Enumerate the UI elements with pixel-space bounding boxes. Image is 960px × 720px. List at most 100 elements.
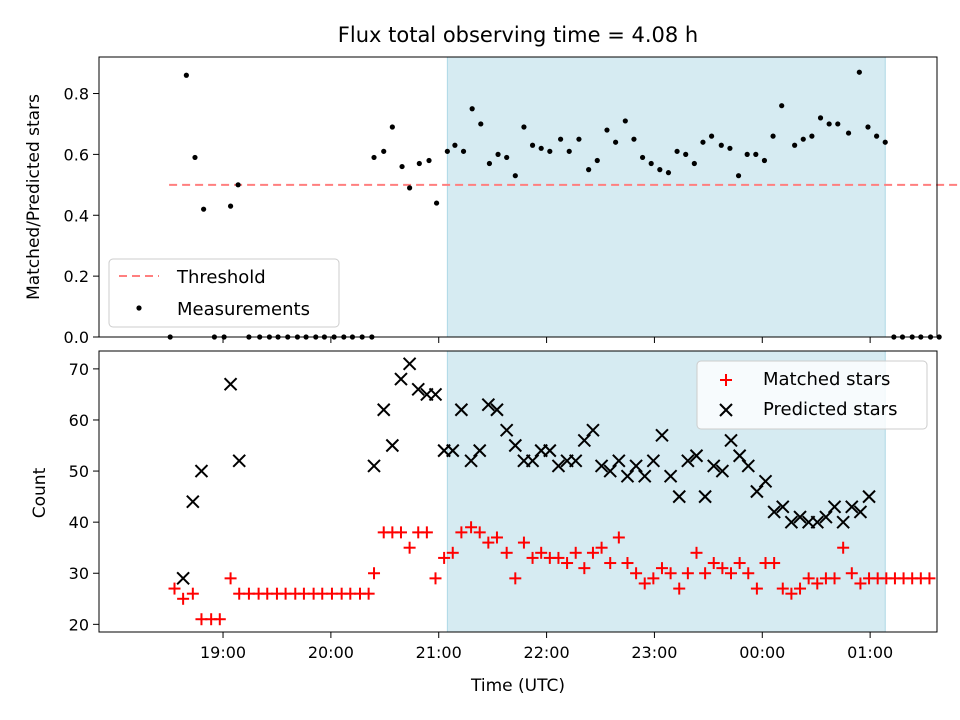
measurement-point (845, 130, 852, 136)
measurement-point (936, 334, 942, 340)
legend-predicted-label: Predicted stars (763, 399, 897, 420)
y-count-tick-label: 70 (69, 360, 89, 379)
predicted-star-point (525, 454, 540, 468)
x-tick-label: 01:00 (847, 643, 893, 662)
measurement-point (529, 142, 536, 148)
legend-matched-swatch (720, 374, 732, 386)
predicted-star-point (663, 469, 678, 483)
predicted-star-point (715, 464, 730, 478)
matched-star-point (742, 567, 755, 580)
predicted-star-point (473, 443, 487, 458)
matched-star-point (725, 567, 738, 580)
predicted-star-point (377, 403, 391, 417)
measurement-point (576, 136, 582, 142)
measurement-point (809, 133, 815, 139)
predicted-star-point (672, 489, 686, 504)
y-count-tick-label: 20 (69, 615, 89, 634)
matched-star-point (535, 546, 548, 559)
measurement-point (478, 121, 484, 127)
predicted-star-point (689, 449, 704, 463)
predicted-star-point (454, 403, 469, 417)
predicted-star-point (793, 510, 807, 524)
predicted-star-point (827, 500, 842, 514)
measurement-point (613, 139, 619, 145)
predicted-star-point (464, 454, 478, 468)
matched-star-point (794, 582, 807, 595)
matched-star-point (690, 546, 703, 559)
bottom-plot-frame (98, 350, 938, 633)
ratio-panel: 0.0 0.2 0.4 0.6 0.8 Flux total observing tim… (24, 23, 960, 347)
matched-star-point (681, 567, 694, 580)
y-count-tick-label: 60 (69, 411, 89, 430)
predicted-star-point (385, 438, 400, 453)
measurement-point (586, 167, 592, 173)
predicted-star-point (819, 510, 833, 524)
predicted-star-point (767, 505, 781, 519)
predicted-star-point (620, 469, 635, 483)
matched-star-point (750, 582, 763, 595)
measurement-point (648, 160, 654, 167)
legend-measurements-swatch (136, 305, 142, 311)
measurement-point (826, 121, 832, 127)
predicted-star-point (551, 459, 566, 473)
measurement-point (504, 154, 510, 161)
predicted-star-point (394, 372, 408, 386)
measurement-point (416, 160, 422, 167)
predicted-star-point (776, 500, 790, 514)
matched-star-point (768, 557, 781, 570)
measurement-point (691, 160, 697, 167)
measurement-point (426, 157, 432, 164)
chart-title: Flux total observing time = 4.08 h (338, 23, 698, 47)
measurement-point (201, 206, 207, 212)
matched-star-point (526, 551, 539, 564)
predicted-star-point (223, 377, 238, 391)
measurement-point (371, 154, 377, 161)
matched-star-point (621, 557, 634, 570)
measurement-point (657, 167, 663, 173)
observing-window-highlight (446, 56, 886, 338)
predicted-star-point (732, 449, 747, 463)
matched-star-point (664, 567, 677, 580)
legend-threshold-label: Threshold (176, 267, 266, 288)
matched-star-point (569, 546, 582, 559)
measurement-point (744, 151, 750, 157)
matched-star-point (500, 546, 513, 559)
measurement-point (227, 203, 234, 209)
predicted-star-point (586, 423, 600, 437)
predicted-star-point (603, 464, 617, 478)
matched-star-point (446, 546, 459, 559)
legend-bottom: Matched stars Predicted stars (696, 360, 928, 430)
measurement-point (761, 157, 768, 164)
measurement-point (433, 200, 440, 206)
matched-star-point (845, 567, 858, 580)
predicted-star-point (577, 433, 592, 448)
measurement-point (460, 148, 467, 154)
top-plot-frame (98, 56, 938, 338)
matched-star-point (785, 587, 798, 600)
legend-measurements-label: Measurements (177, 299, 310, 320)
measurement-point (770, 133, 776, 139)
x-tick-label: 22:00 (524, 643, 570, 662)
matched-star-point (561, 557, 574, 570)
measurement-point (407, 185, 413, 191)
matched-star-point (604, 557, 617, 570)
predicted-star-point (836, 515, 850, 529)
measurement-point (183, 72, 189, 78)
matched-star-point (854, 577, 867, 590)
legend-matched-label: Matched stars (763, 369, 890, 390)
legend-top: Threshold Measurements (108, 258, 340, 328)
predicted-star-point (638, 469, 652, 483)
matched-star-point (552, 551, 565, 564)
predicted-star-point (367, 459, 381, 473)
predicted-star-point (845, 500, 859, 514)
predicted-star-point (176, 571, 190, 586)
measurement-point (753, 151, 759, 157)
predicted-star-point (446, 443, 460, 458)
predicted-star-point (481, 397, 496, 412)
matched-star-point (438, 551, 451, 564)
matched-star-point (213, 613, 226, 626)
predicted-star-point (862, 489, 876, 504)
matched-star-point (482, 536, 495, 549)
matched-star-point (394, 526, 407, 539)
